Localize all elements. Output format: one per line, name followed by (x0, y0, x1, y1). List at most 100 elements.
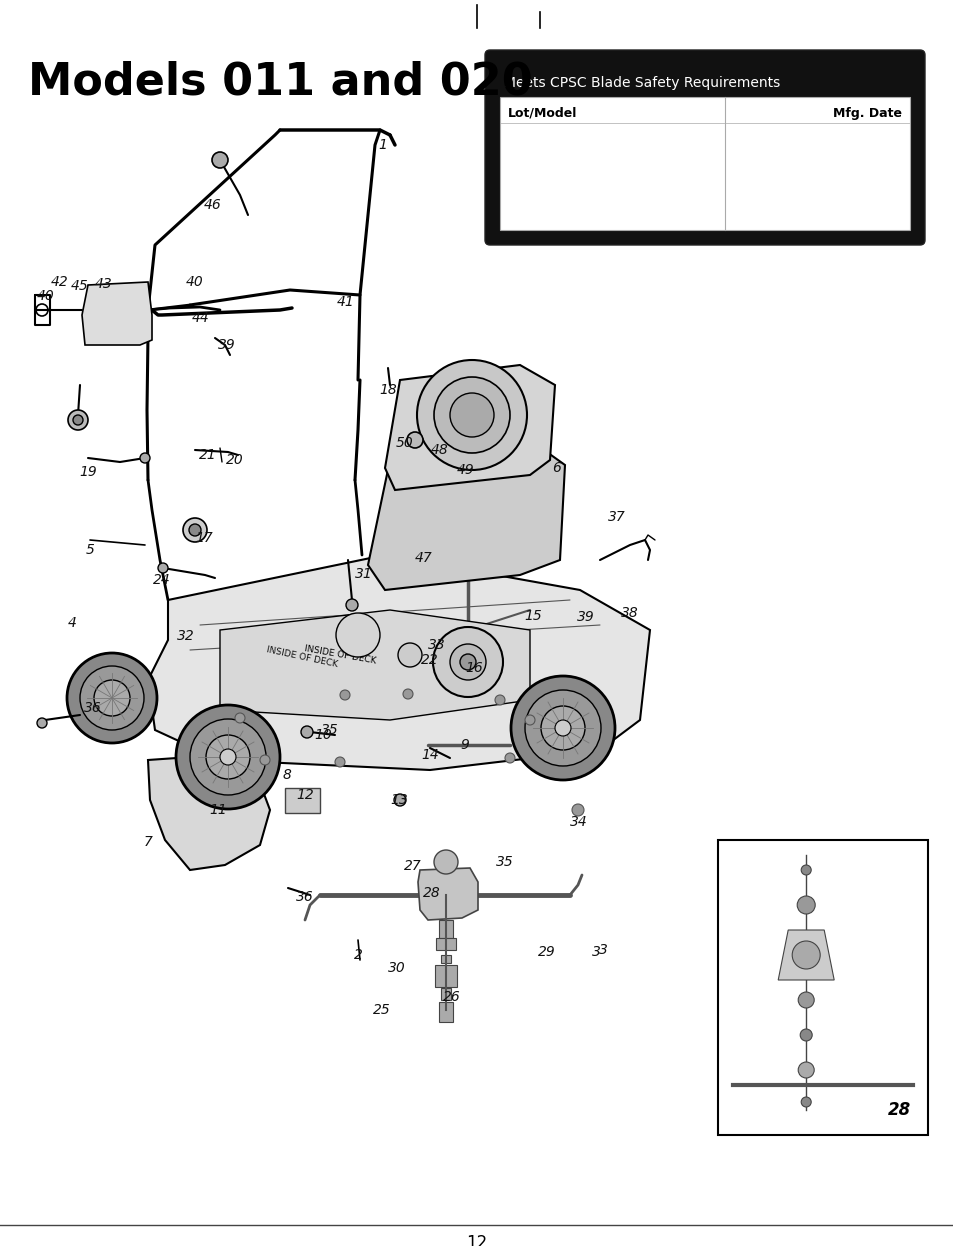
Text: 31: 31 (355, 567, 373, 581)
Circle shape (791, 941, 820, 969)
Text: 38: 38 (620, 606, 639, 621)
Circle shape (555, 720, 571, 736)
Polygon shape (82, 282, 152, 345)
Text: 35: 35 (496, 855, 514, 868)
Text: INSIDE OF DECK: INSIDE OF DECK (265, 645, 338, 669)
Text: 1: 1 (378, 138, 387, 152)
Text: 40: 40 (37, 289, 55, 303)
Circle shape (504, 753, 515, 763)
Bar (438, 1002, 453, 1022)
Circle shape (220, 749, 235, 765)
Circle shape (346, 599, 357, 611)
Circle shape (402, 689, 413, 699)
Circle shape (189, 525, 201, 536)
Text: INSIDE OF DECK: INSIDE OF DECK (303, 644, 376, 665)
Text: 34: 34 (570, 815, 587, 829)
Text: 12: 12 (295, 787, 314, 802)
Text: 28: 28 (887, 1101, 911, 1119)
Circle shape (190, 719, 266, 795)
Circle shape (495, 695, 504, 705)
Circle shape (37, 718, 47, 728)
Polygon shape (417, 868, 477, 920)
Text: 4: 4 (68, 616, 76, 630)
Text: 39: 39 (577, 611, 595, 624)
Circle shape (140, 454, 150, 464)
Text: 27: 27 (404, 858, 421, 873)
Polygon shape (778, 930, 833, 981)
Text: 3: 3 (598, 943, 607, 957)
Text: 10: 10 (314, 728, 332, 743)
Polygon shape (385, 365, 555, 490)
Polygon shape (148, 755, 270, 870)
Circle shape (450, 644, 485, 680)
Circle shape (798, 1062, 813, 1078)
FancyBboxPatch shape (484, 50, 924, 245)
Text: 42: 42 (51, 275, 69, 289)
Text: 44: 44 (192, 312, 210, 325)
Text: 46: 46 (204, 198, 222, 212)
Text: 18: 18 (378, 383, 396, 397)
Bar (438, 920, 453, 938)
Circle shape (260, 755, 270, 765)
Polygon shape (368, 440, 564, 591)
Circle shape (73, 415, 83, 425)
Text: 11: 11 (209, 802, 227, 817)
Text: 32: 32 (177, 629, 194, 643)
Text: 47: 47 (415, 551, 433, 564)
Text: 12: 12 (466, 1234, 487, 1246)
Circle shape (394, 794, 406, 806)
Text: Lot/Model: Lot/Model (507, 106, 577, 120)
Circle shape (94, 680, 130, 716)
Text: 9: 9 (460, 738, 469, 753)
Text: Meets CPSC Blade Safety Requirements: Meets CPSC Blade Safety Requirements (503, 76, 780, 90)
Circle shape (335, 758, 345, 768)
Text: 13: 13 (390, 792, 408, 807)
Circle shape (524, 715, 535, 725)
Bar (436, 938, 456, 949)
Text: 22: 22 (420, 653, 438, 667)
Text: 6: 6 (552, 461, 561, 475)
Circle shape (206, 735, 250, 779)
Circle shape (67, 653, 157, 743)
Text: 24: 24 (153, 573, 171, 587)
Circle shape (797, 896, 815, 915)
Circle shape (433, 627, 502, 697)
Text: 19: 19 (79, 465, 97, 478)
Text: 48: 48 (431, 444, 449, 457)
Circle shape (407, 432, 422, 449)
Text: 17: 17 (195, 531, 213, 545)
Circle shape (434, 378, 510, 454)
Text: 45: 45 (71, 279, 89, 293)
Circle shape (572, 804, 583, 816)
Text: Mfg. Date: Mfg. Date (832, 106, 901, 120)
Bar (435, 964, 456, 987)
Bar (499, 97, 909, 231)
Text: 37: 37 (607, 510, 625, 525)
Text: 49: 49 (456, 464, 475, 477)
Bar (718, 840, 927, 1135)
Bar (285, 787, 319, 812)
Text: 2: 2 (354, 948, 362, 962)
Circle shape (800, 1029, 811, 1040)
Circle shape (335, 613, 379, 657)
Text: 28: 28 (423, 886, 440, 900)
Circle shape (798, 992, 813, 1008)
Text: 29: 29 (537, 944, 556, 959)
Text: 5: 5 (86, 543, 94, 557)
Circle shape (339, 690, 350, 700)
Circle shape (397, 643, 421, 667)
Text: 43: 43 (95, 277, 112, 292)
Circle shape (511, 677, 615, 780)
Text: 33: 33 (428, 638, 445, 652)
Text: 30: 30 (388, 961, 405, 976)
Circle shape (801, 865, 810, 875)
Text: 41: 41 (336, 295, 355, 309)
Circle shape (524, 690, 600, 766)
Text: 7: 7 (143, 835, 152, 849)
Text: 35: 35 (321, 723, 338, 736)
Circle shape (450, 392, 494, 437)
Circle shape (80, 667, 144, 730)
Text: 26: 26 (442, 991, 460, 1004)
Circle shape (459, 654, 476, 670)
Text: 50: 50 (395, 436, 414, 450)
